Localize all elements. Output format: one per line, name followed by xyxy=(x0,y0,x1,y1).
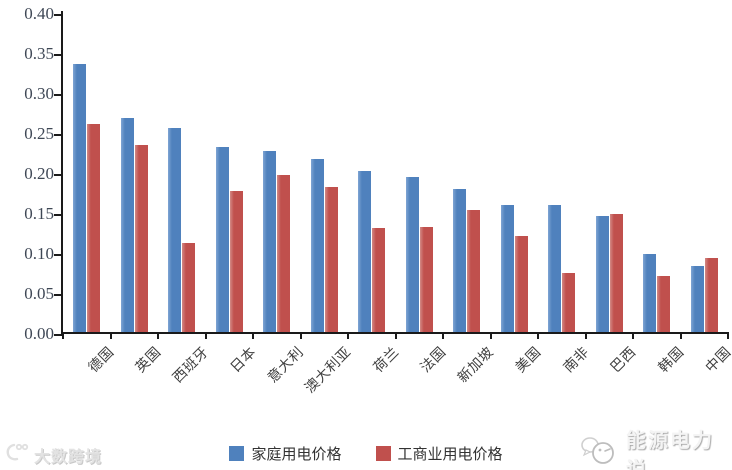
bar-工商业用电价格-日本 xyxy=(230,191,243,332)
legend-label: 工商业用电价格 xyxy=(397,446,503,463)
x-tick-mark xyxy=(109,332,112,339)
x-category-label-新加坡: 新加坡 xyxy=(454,343,497,386)
bar-工商业用电价格-英国 xyxy=(135,145,148,332)
bar-工商业用电价格-韩国 xyxy=(657,276,670,332)
y-tick-mark xyxy=(54,214,62,216)
y-tick-label: 0.20 xyxy=(24,164,54,183)
bar-家庭用电价格-韩国 xyxy=(643,254,656,332)
y-tick-label: 0.40 xyxy=(24,4,54,23)
y-tick-label: 0.15 xyxy=(24,204,54,223)
bar-工商业用电价格-新加坡 xyxy=(467,210,480,332)
bar-家庭用电价格-澳大利亚 xyxy=(311,159,324,332)
y-axis-line xyxy=(61,11,63,334)
watermark-right-text: 能源电力说 xyxy=(626,430,714,470)
x-category-label-荷兰: 荷兰 xyxy=(369,343,402,376)
y-tick-mark xyxy=(54,54,62,56)
y-tick-mark xyxy=(54,334,62,336)
legend-swatch-icon xyxy=(375,446,391,461)
bar-家庭用电价格-日本 xyxy=(216,147,229,332)
x-category-label-美国: 美国 xyxy=(511,343,544,376)
watermark-left-text: 大数跨境 xyxy=(34,448,103,466)
bar-家庭用电价格-新加坡 xyxy=(453,189,466,332)
y-tick-mark xyxy=(54,134,62,136)
bar-工商业用电价格-德国 xyxy=(87,124,100,332)
bar-家庭用电价格-德国 xyxy=(73,64,86,332)
x-category-label-英国: 英国 xyxy=(131,343,164,376)
x-category-label-西班牙: 西班牙 xyxy=(169,343,212,386)
y-tick-label: 0.25 xyxy=(24,124,54,143)
legend-item: 家庭用电价格 xyxy=(229,443,342,464)
bar-家庭用电价格-巴西 xyxy=(596,216,609,332)
y-tick-mark xyxy=(54,174,62,176)
bar-工商业用电价格-美国 xyxy=(515,236,528,332)
legend-label: 家庭用电价格 xyxy=(251,446,342,463)
bar-家庭用电价格-荷兰 xyxy=(358,171,371,332)
x-tick-mark xyxy=(632,332,634,339)
bar-工商业用电价格-澳大利亚 xyxy=(325,187,338,332)
x-category-label-韩国: 韩国 xyxy=(654,343,687,376)
speech-bubbles-logo-icon xyxy=(580,434,618,470)
x-category-label-澳大利亚: 澳大利亚 xyxy=(301,343,354,396)
x-tick-mark xyxy=(442,332,444,339)
bar-工商业用电价格-意大利 xyxy=(277,175,290,332)
y-tick-label: 0.30 xyxy=(24,84,54,103)
y-tick-mark xyxy=(54,294,62,296)
y-tick-label: 0.05 xyxy=(24,284,54,303)
x-category-label-日本: 日本 xyxy=(226,343,259,376)
watermark-bottom-left: 大数跨境 xyxy=(4,442,102,467)
watermark-bottom-right: 能源电力说 xyxy=(580,424,732,470)
x-category-label-南非: 南非 xyxy=(559,343,592,376)
x-tick-mark xyxy=(347,332,349,339)
y-tick-label: 0.35 xyxy=(24,44,54,63)
legend-item: 工商业用电价格 xyxy=(375,443,503,464)
x-category-label-德国: 德国 xyxy=(84,343,117,376)
bar-工商业用电价格-西班牙 xyxy=(182,243,195,332)
y-tick-label: 0.10 xyxy=(24,244,54,263)
x-tick-mark xyxy=(157,332,159,339)
bar-家庭用电价格-西班牙 xyxy=(168,128,181,332)
bar-工商业用电价格-巴西 xyxy=(610,214,623,332)
bar-家庭用电价格-意大利 xyxy=(263,151,276,332)
x-category-label-法国: 法国 xyxy=(416,343,449,376)
x-category-label-中国: 中国 xyxy=(701,343,732,376)
x-tick-mark xyxy=(584,332,587,339)
x-tick-mark xyxy=(62,332,64,339)
bar-家庭用电价格-法国 xyxy=(406,177,419,332)
x-category-label-巴西: 巴西 xyxy=(606,343,639,376)
bar-工商业用电价格-中国 xyxy=(705,258,718,332)
bar-工商业用电价格-荷兰 xyxy=(372,228,385,332)
x-tick-mark xyxy=(252,332,254,339)
bar-工商业用电价格-法国 xyxy=(420,227,433,332)
chart-legend: 家庭用电价格 工商业用电价格 xyxy=(0,443,732,464)
plot-area xyxy=(63,14,728,332)
bar-工商业用电价格-南非 xyxy=(562,273,575,332)
bar-家庭用电价格-英国 xyxy=(121,118,134,332)
x-tick-mark xyxy=(394,332,397,339)
bar-家庭用电价格-中国 xyxy=(691,266,704,332)
x-tick-mark xyxy=(679,332,682,339)
bar-家庭用电价格-美国 xyxy=(501,205,514,332)
x-tick-mark xyxy=(727,332,729,339)
y-tick-mark xyxy=(54,254,62,256)
x-tick-mark xyxy=(537,332,539,339)
legend-swatch-icon xyxy=(229,446,245,461)
x-tick-mark xyxy=(489,332,492,339)
x-tick-mark xyxy=(299,332,302,339)
y-tick-mark xyxy=(54,14,62,16)
y-tick-mark xyxy=(54,94,62,96)
crescent-with-dots-logo-icon xyxy=(4,442,30,467)
bar-家庭用电价格-南非 xyxy=(548,205,561,332)
y-tick-label: 0.00 xyxy=(24,324,54,343)
x-tick-mark xyxy=(204,332,207,339)
